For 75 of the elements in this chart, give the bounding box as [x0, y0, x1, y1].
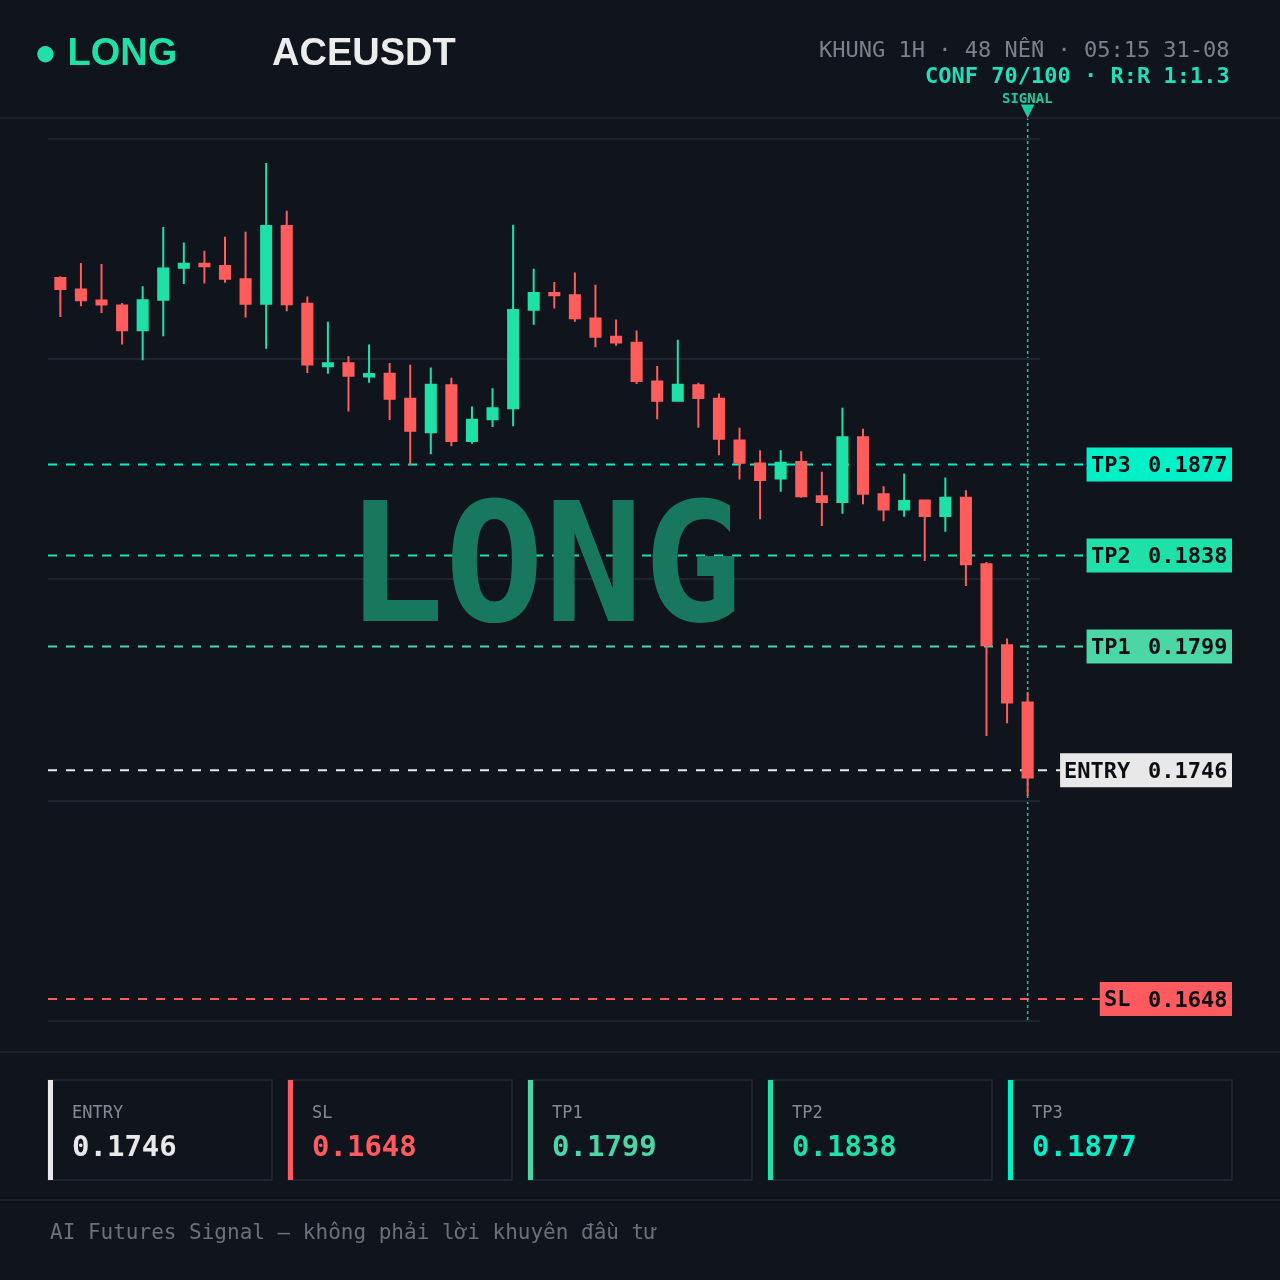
candlestick	[733, 426, 746, 481]
candlestick	[116, 301, 129, 346]
category-label: ENTRY	[72, 1102, 124, 1122]
candlestick	[260, 162, 273, 350]
candlestick	[198, 249, 211, 285]
category-label: TP3	[1032, 1102, 1063, 1122]
y-tick-label: 0.1648	[1148, 986, 1228, 1012]
candlestick	[795, 450, 808, 499]
candlestick	[527, 267, 540, 326]
candlestick	[218, 235, 232, 284]
candlestick	[671, 338, 684, 403]
candlestick	[1021, 691, 1034, 797]
candlestick	[157, 226, 170, 338]
candlestick	[383, 361, 396, 422]
candlestick	[877, 485, 890, 523]
candlestick	[74, 262, 87, 308]
candlestick	[898, 472, 911, 518]
candlestick	[589, 283, 602, 349]
candlestick	[692, 381, 705, 429]
data-label: 0.1877	[1032, 1129, 1137, 1163]
candlestick	[609, 318, 623, 347]
ref-line-label: TP3	[1091, 452, 1131, 477]
candlestick	[507, 223, 520, 428]
candlestick	[465, 405, 479, 445]
ref-line-label: TP1	[1091, 634, 1131, 659]
candlestick	[980, 561, 993, 737]
y-tick-label: 0.1746	[1148, 757, 1228, 783]
candlestick	[136, 285, 149, 362]
chart-subtitle: KHUNG 1H · 48 NẾN · 05:15 31-08	[819, 37, 1230, 62]
candlestick	[774, 449, 787, 493]
candlestick	[815, 470, 828, 528]
candlestick	[856, 427, 870, 506]
text: SIGNAL	[1002, 90, 1053, 106]
candlestick	[54, 275, 67, 318]
ref-line-label: ENTRY	[1064, 758, 1131, 783]
candlestick	[754, 449, 767, 521]
category-label: SL	[312, 1102, 333, 1122]
candlestick	[363, 343, 376, 384]
candlestick	[712, 392, 725, 457]
text: ● LONG	[34, 31, 178, 73]
data-label: 0.1746	[72, 1129, 177, 1163]
candlestick	[301, 295, 314, 374]
candlestick	[1001, 637, 1014, 725]
candlestick	[342, 355, 355, 413]
candlestick	[836, 406, 849, 515]
text: CONF 70/100 · R:R 1:1.3	[925, 63, 1230, 88]
annotation: LONG	[345, 468, 743, 661]
data-label: 0.1838	[792, 1129, 897, 1163]
category-label: TP2	[792, 1102, 823, 1122]
candlestick	[630, 329, 643, 385]
candlestick	[568, 271, 581, 323]
candlestick	[177, 241, 190, 286]
candlestick	[486, 387, 499, 429]
candlestick	[445, 376, 458, 448]
y-tick-label: 0.1799	[1148, 634, 1228, 660]
data-label: 0.1648	[312, 1129, 417, 1163]
candlestick	[95, 262, 108, 314]
candlestick	[548, 280, 561, 310]
chart-title: ACEUSDT	[272, 31, 456, 74]
y-tick-label: 0.1838	[1148, 543, 1228, 569]
ref-line-label: SL	[1104, 986, 1131, 1011]
candlestick	[280, 209, 293, 313]
y-tick-label: 0.1877	[1148, 452, 1228, 478]
candlestick	[939, 476, 952, 533]
candlestick	[239, 230, 252, 319]
data-label: 0.1799	[552, 1129, 657, 1163]
candlestick	[651, 364, 664, 421]
candlestick	[959, 489, 972, 588]
candlestick	[404, 363, 417, 467]
candlestick	[918, 498, 931, 563]
text: AI Futures Signal — không phải lời khuyên đầu tư	[50, 1220, 658, 1244]
category-label: TP1	[552, 1102, 583, 1122]
ref-line-label: TP2	[1091, 543, 1131, 568]
candlestick	[424, 366, 437, 456]
candlestick	[321, 320, 334, 375]
